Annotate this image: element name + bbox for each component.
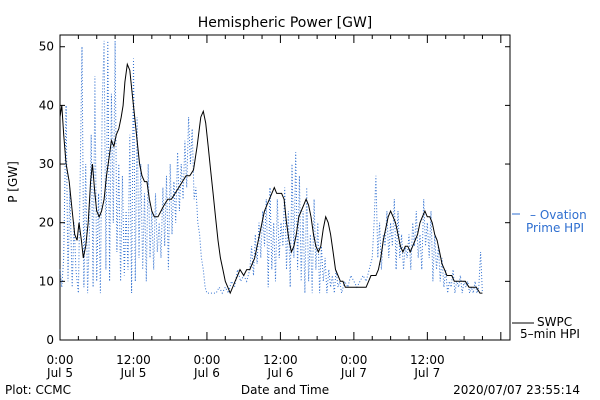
ovation-prime-series-line <box>59 40 483 295</box>
x-tick-label-time: 0:00 <box>47 353 74 367</box>
legend-swpc-line2: 5–min HPI <box>520 327 580 341</box>
x-tick-label-date: Jul 6 <box>266 366 293 380</box>
x-tick-label-date: Jul 7 <box>413 366 440 380</box>
y-axis-label: P [GW] <box>6 161 20 203</box>
y-tick-label: 30 <box>39 157 54 171</box>
x-tick-label-time: 12:00 <box>263 353 298 367</box>
legend-ovation-line2: Prime HPI <box>526 221 584 235</box>
x-tick-label-time: 12:00 <box>116 353 151 367</box>
x-axis-label: Date and Time <box>241 383 329 397</box>
y-tick-label: 50 <box>39 40 54 54</box>
legend-swpc-line1: SWPC <box>537 315 572 329</box>
plot-credit: Plot: CCMC <box>5 383 71 397</box>
x-tick-label-date: Jul 5 <box>46 366 73 380</box>
plot-frame <box>59 34 511 341</box>
y-tick-label: 20 <box>39 216 54 230</box>
x-tick-label-date: Jul 5 <box>120 366 147 380</box>
x-tick-label-date: Jul 7 <box>340 366 367 380</box>
y-tick-label: 10 <box>39 274 54 288</box>
legend-ovation-line1: – Ovation <box>530 208 587 222</box>
y-tick-label: 40 <box>39 98 54 112</box>
y-axis-ticks: 0 10 20 30 40 50 <box>39 40 510 347</box>
x-tick-label-time: 12:00 <box>410 353 445 367</box>
chart-title: Hemispheric Power [GW] <box>198 15 373 31</box>
swpc-series-line <box>59 62 483 295</box>
series-lines <box>59 40 483 295</box>
legend: – Ovation Prime HPI SWPC 5–min HPI <box>512 208 587 341</box>
x-tick-label-time: 0:00 <box>340 353 367 367</box>
x-tick-label-date: Jul 6 <box>193 366 220 380</box>
y-tick-label: 0 <box>46 333 54 347</box>
x-tick-label-time: 0:00 <box>193 353 220 367</box>
timestamp: 2020/07/07 23:55:14 <box>453 383 580 397</box>
